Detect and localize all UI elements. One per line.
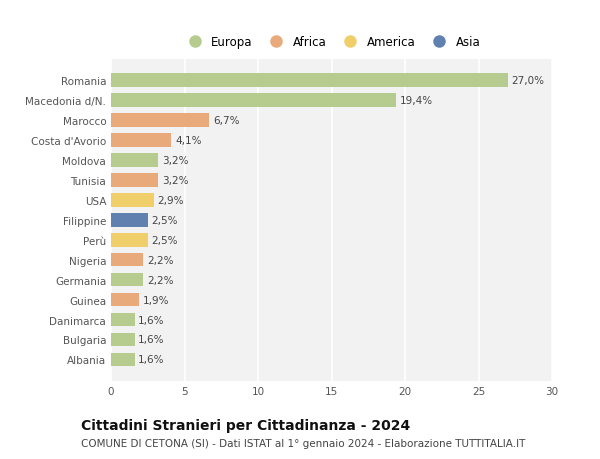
Bar: [111, 253, 143, 267]
Text: COMUNE DI CETONA (SI) - Dati ISTAT al 1° gennaio 2024 - Elaborazione TUTTITALIA.: COMUNE DI CETONA (SI) - Dati ISTAT al 1°…: [81, 438, 526, 448]
Bar: [111, 273, 143, 287]
Text: 3,2%: 3,2%: [162, 156, 188, 166]
Text: 19,4%: 19,4%: [400, 96, 433, 106]
Bar: [111, 94, 396, 108]
Bar: [111, 194, 154, 207]
Legend: Europa, Africa, America, Asia: Europa, Africa, America, Asia: [181, 34, 482, 51]
Text: 2,2%: 2,2%: [147, 275, 173, 285]
Bar: [111, 313, 134, 326]
Text: 1,6%: 1,6%: [138, 315, 164, 325]
Text: 4,1%: 4,1%: [175, 136, 202, 146]
Text: 27,0%: 27,0%: [512, 76, 545, 86]
Text: 1,9%: 1,9%: [143, 295, 169, 305]
Text: 2,9%: 2,9%: [157, 196, 184, 206]
Text: 1,6%: 1,6%: [138, 335, 164, 345]
Bar: [111, 213, 148, 227]
Text: 2,2%: 2,2%: [147, 255, 173, 265]
Bar: [111, 234, 148, 247]
Bar: [111, 154, 158, 168]
Text: 3,2%: 3,2%: [162, 175, 188, 185]
Text: Cittadini Stranieri per Cittadinanza - 2024: Cittadini Stranieri per Cittadinanza - 2…: [81, 418, 410, 431]
Text: 2,5%: 2,5%: [151, 235, 178, 245]
Bar: [111, 134, 171, 147]
Text: 2,5%: 2,5%: [151, 215, 178, 225]
Bar: [111, 333, 134, 347]
Text: 1,6%: 1,6%: [138, 355, 164, 364]
Bar: [111, 114, 209, 128]
Bar: [111, 293, 139, 307]
Text: 6,7%: 6,7%: [213, 116, 239, 126]
Bar: [111, 353, 134, 366]
Bar: [111, 174, 158, 187]
Bar: [111, 74, 508, 88]
